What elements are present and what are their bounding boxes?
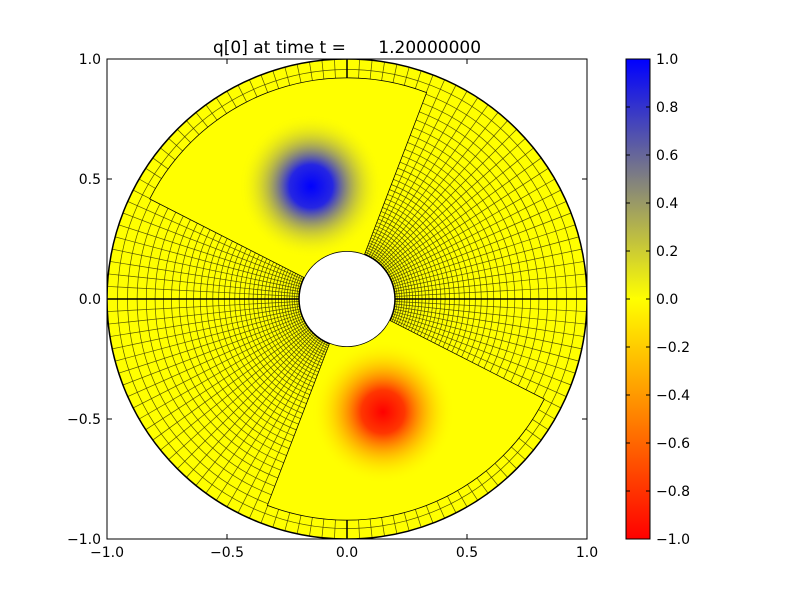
mesh-ray [127, 201, 304, 280]
mesh-ray [389, 189, 562, 278]
mesh-ray [115, 311, 301, 362]
colorbar-tick-label: 0.0 [656, 292, 678, 308]
x-tick-label: −1.0 [90, 545, 124, 561]
chart-title: q[0] at time t = 1.20000000 [213, 38, 481, 58]
mesh-ray [145, 324, 307, 431]
colorbar-tick-label: 0.4 [656, 196, 678, 212]
mesh-ray [393, 308, 582, 350]
mesh-ray [152, 326, 309, 441]
mesh-ray [392, 224, 576, 285]
negative-feature [311, 339, 455, 484]
mesh-ray [394, 301, 587, 312]
mesh-ray [177, 332, 314, 469]
mesh-ray [380, 129, 517, 266]
mesh-ray [376, 112, 499, 262]
mesh-ray [366, 79, 445, 256]
mesh-ray [393, 236, 579, 287]
colorbar-ticks: 1.0 0.8 0.6 0.4 0.2 0.0 −0.2 −0.4 −0.6 −0.8 −1.0 [626, 52, 690, 548]
colorbar-tick-label: −0.4 [656, 388, 690, 404]
mesh-ray [168, 330, 312, 460]
mesh-ray [390, 201, 567, 280]
mesh-ray [132, 320, 305, 409]
y-tick-label: −1.0 [67, 532, 101, 548]
y-tick-label: 0.0 [79, 292, 101, 308]
colorbar-tick-label: −0.2 [656, 340, 690, 356]
mesh-ray [368, 84, 457, 257]
mesh-ray [394, 306, 585, 337]
colorbar-tick-label: −0.8 [656, 484, 690, 500]
mesh-ray [378, 120, 508, 264]
mesh-ray [393, 248, 582, 290]
colorbar-tick-label: −0.6 [656, 436, 690, 452]
mesh-ray [388, 178, 556, 276]
mesh-ray [118, 313, 302, 374]
mesh-ray [392, 313, 576, 374]
mesh-ray [115, 236, 301, 287]
mesh-ray [393, 311, 579, 362]
colorbar-tick-label: −1.0 [656, 532, 690, 548]
mesh-ray [215, 339, 322, 501]
y-tick-label: −0.5 [67, 412, 101, 428]
mesh-ray [384, 147, 534, 270]
mesh-ray [107, 301, 300, 312]
mesh-ray [391, 315, 572, 386]
x-tick-label: 1.0 [576, 545, 598, 561]
mesh-ray [394, 273, 586, 295]
axis-ticks: −1.0 −0.5 0.0 0.5 1.0 −1.0 −0.5 0.0 0.5 1.0 [67, 52, 598, 561]
mesh-ray [108, 273, 300, 295]
mesh-ray [109, 306, 300, 337]
mesh-ray [237, 341, 326, 514]
colorbar-tick-label: 0.6 [656, 148, 678, 164]
mesh-ray [382, 138, 526, 268]
mesh-ray [394, 261, 585, 292]
mesh-ray [122, 212, 303, 283]
y-tick-label: 1.0 [79, 52, 101, 68]
x-tick-label: 0.5 [456, 545, 478, 561]
mesh-ray [374, 104, 489, 261]
mesh-ray [160, 328, 310, 451]
mesh-ray [372, 97, 479, 259]
colorbar-tick-label: 0.2 [656, 244, 678, 260]
colorbar-tick-label: 1.0 [656, 52, 678, 68]
mesh-ray [109, 261, 300, 292]
mesh-ray [394, 303, 586, 325]
y-tick-label: 0.5 [79, 172, 101, 188]
mesh-ray [391, 212, 572, 283]
annulus-domain [107, 59, 587, 539]
mesh-ray [107, 286, 300, 297]
colorbar-tick-label: 0.8 [656, 100, 678, 116]
mesh-ray [108, 303, 300, 325]
mesh-ray [138, 322, 306, 420]
positive-feature [239, 114, 383, 259]
mesh-ray [226, 340, 324, 508]
mesh-ray [186, 334, 316, 478]
mesh-ray [385, 157, 542, 272]
inner-boundary [298, 250, 396, 348]
x-tick-label: −0.5 [210, 545, 244, 561]
mesh-ray [122, 315, 303, 386]
mesh-ray [127, 318, 304, 397]
mesh-ray [205, 337, 320, 494]
mesh-ray [387, 167, 549, 274]
mesh-ray [249, 342, 328, 519]
mesh-ray [112, 248, 301, 290]
mesh-ray [394, 286, 587, 297]
mesh-ray [112, 308, 301, 350]
x-tick-label: 0.0 [336, 545, 358, 561]
mesh-ray [370, 90, 468, 258]
mesh-ray [118, 224, 302, 285]
mesh-ray [390, 318, 567, 397]
mesh-ray [195, 336, 318, 486]
